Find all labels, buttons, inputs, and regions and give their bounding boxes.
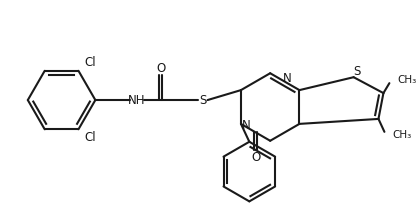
- Text: CH₃: CH₃: [392, 130, 412, 140]
- Text: CH₃: CH₃: [397, 75, 417, 85]
- Text: Cl: Cl: [84, 56, 96, 69]
- Text: O: O: [251, 151, 260, 164]
- Text: S: S: [199, 94, 206, 107]
- Text: Cl: Cl: [84, 131, 96, 144]
- Text: NH: NH: [129, 94, 146, 107]
- Text: O: O: [156, 62, 165, 75]
- Text: N: N: [241, 119, 250, 132]
- Text: S: S: [353, 65, 360, 78]
- Text: N: N: [282, 72, 291, 85]
